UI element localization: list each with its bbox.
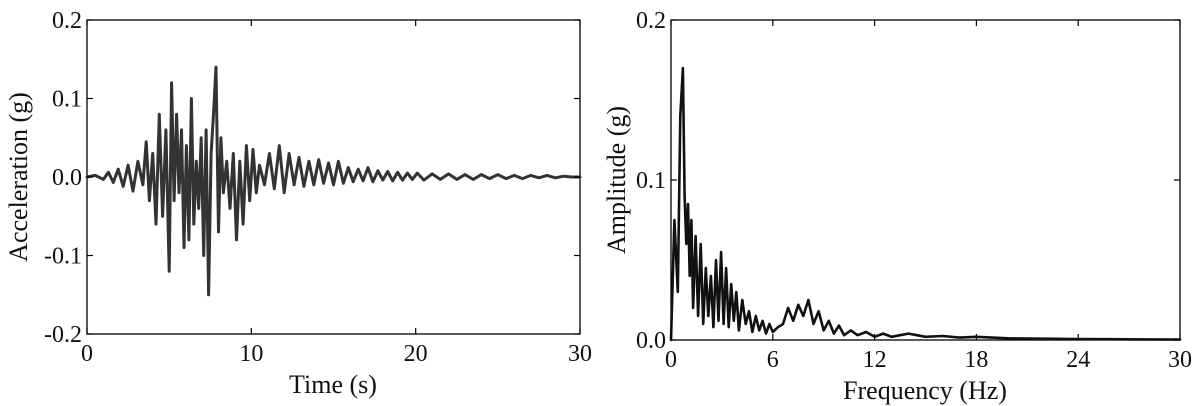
chart-right-x-tick-label: 30 [1168, 347, 1192, 373]
amplitude-frequency-chart: Frequency (Hz) Amplitude (g) 0 6 12 18 24 30 0… [602, 8, 1192, 405]
chart-left-y-tick-label: 0.1 [52, 87, 82, 113]
chart-left-x-tick-label: 20 [404, 341, 428, 367]
chart-right-x-tick-label: 12 [863, 347, 887, 373]
chart-left-y-tick-label: -0.1 [44, 244, 82, 270]
chart-left-y-tick-label: 0.0 [52, 165, 82, 191]
chart-right-y-tick-label: 0.1 [636, 168, 666, 194]
chart-right-y-tick-label: 0.2 [636, 8, 666, 34]
chart-right-x-tick-label: 0 [665, 347, 677, 373]
chart-right-ylabel: Amplitude (g) [602, 106, 631, 254]
chart-right-x-tick-label: 6 [767, 347, 779, 373]
chart-left-x-tick-label: 0 [81, 341, 93, 367]
chart-right-xlabel: Frequency (Hz) [843, 376, 1007, 405]
chart-left-series-line [85, 65, 582, 297]
chart-left-xlabel: Time (s) [289, 370, 377, 399]
chart-left-x-tick-label: 10 [239, 341, 263, 367]
chart-left-y-tick-label: -0.2 [44, 322, 82, 348]
chart-right-x-tick-label: 24 [1066, 347, 1090, 373]
chart-left-y-tick-label: 0.2 [52, 8, 82, 34]
chart-left-ylabel: Acceleration (g) [4, 92, 33, 262]
chart-right-frame [670, 19, 1181, 341]
chart-left-x-tick-label: 30 [568, 341, 592, 367]
chart-right-y-tick-label: 0.0 [636, 328, 666, 354]
chart-right-series-line [669, 66, 1182, 342]
acceleration-time-chart: Time (s) Acceleration (g) 0 10 20 30 -0.2 -0.… [4, 8, 592, 399]
chart-right-x-tick-label: 18 [964, 347, 988, 373]
